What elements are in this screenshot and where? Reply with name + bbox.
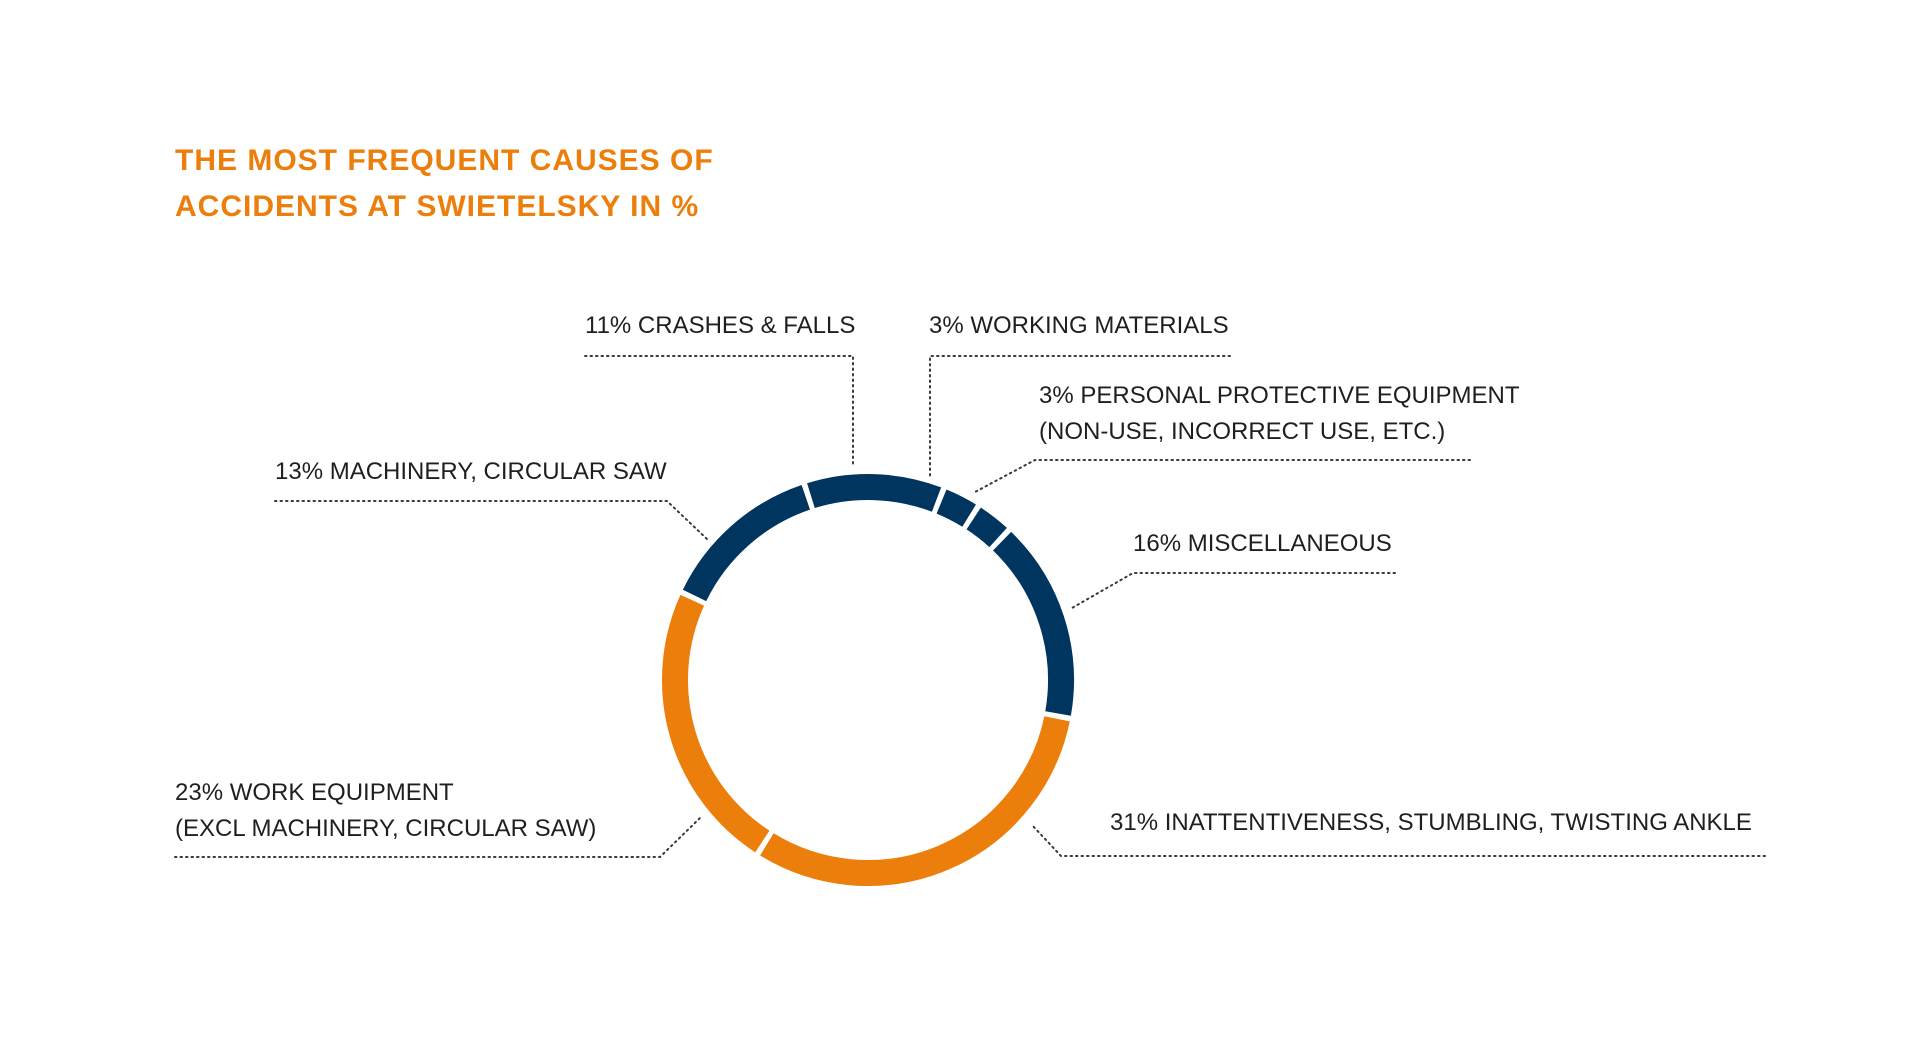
label-work-equipment-line-2: (EXCL MACHINERY, CIRCULAR SAW) xyxy=(175,815,596,842)
donut-slice-2 xyxy=(992,531,1074,716)
donut-slice-3 xyxy=(760,716,1070,886)
label-work-equipment-line-1: 23% WORK EQUIPMENT xyxy=(175,779,454,806)
label-ppe-line-2: (NON-USE, INCORRECT USE, ETC.) xyxy=(1039,418,1445,445)
leader-work-equipment xyxy=(174,817,701,858)
chart-title-line-1: THE MOST FREQUENT CAUSES OF xyxy=(175,144,714,177)
leader-machinery xyxy=(274,500,709,541)
label-miscellaneous: 16% MISCELLANEOUS xyxy=(1133,530,1392,557)
label-crashes-falls: 11% CRASHES & FALLS xyxy=(585,312,855,339)
leader-crashes xyxy=(584,355,854,466)
chart-title-line-2: ACCIDENTS AT SWIETELSKY IN % xyxy=(175,190,699,223)
donut-slice-1 xyxy=(966,507,1007,548)
label-working-materials: 3% WORKING MATERIALS xyxy=(929,312,1229,339)
leader-inattentiveness xyxy=(1031,824,1766,857)
label-ppe-line-1: 3% PERSONAL PROTECTIVE EQUIPMENT xyxy=(1039,382,1520,409)
leader-lines xyxy=(174,355,1766,858)
donut-slice-0 xyxy=(936,489,976,527)
label-machinery: 13% MACHINERY, CIRCULAR SAW xyxy=(275,458,667,485)
donut-slice-5 xyxy=(682,484,811,602)
leader-working-materials xyxy=(929,355,1231,479)
donut-ring xyxy=(662,474,1074,886)
leader-ppe xyxy=(974,459,1471,493)
leader-miscellaneous xyxy=(1071,572,1396,609)
donut-slice-6 xyxy=(807,474,942,512)
label-inattentiveness: 31% INATTENTIVENESS, STUMBLING, TWISTING… xyxy=(1110,809,1752,836)
donut-slice-4 xyxy=(662,594,770,853)
